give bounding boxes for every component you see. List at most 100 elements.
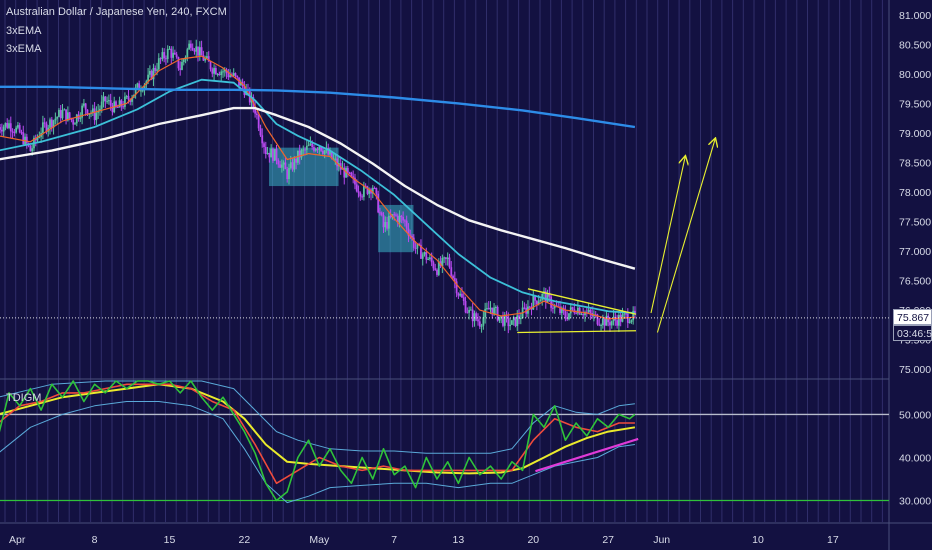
candle-body <box>41 122 44 133</box>
candle-body <box>600 325 602 327</box>
candle-body <box>190 43 192 48</box>
candle-body <box>457 293 460 296</box>
candle-body <box>66 112 69 121</box>
candle-body <box>109 100 112 106</box>
time-axis-tick: Jun <box>653 534 670 546</box>
candle-body <box>423 252 426 255</box>
candle-body <box>618 315 620 326</box>
price-axis-tick: 78.500 <box>899 157 931 169</box>
price-axis-tick: 79.000 <box>899 128 931 140</box>
triangle-bottom <box>517 330 637 334</box>
ema-mid-line <box>0 78 635 314</box>
tdi-axis-tick: 40.000 <box>899 452 931 464</box>
candle-body <box>227 73 230 78</box>
candle-body <box>25 136 28 144</box>
candle-body <box>316 149 319 151</box>
candle-body <box>150 70 153 80</box>
candle-body <box>127 96 130 100</box>
candle-body <box>455 281 458 294</box>
candle-body <box>83 103 85 106</box>
candle-body <box>327 148 330 155</box>
candle-body <box>220 71 223 75</box>
candle-body <box>628 322 631 324</box>
candle-body <box>477 319 479 322</box>
countdown-tag: 03:46:56 <box>893 325 932 341</box>
time-axis-tick: Apr <box>9 534 26 546</box>
time-axis-tick: 27 <box>602 534 614 546</box>
tdi-yellow-line <box>0 383 636 475</box>
candle-body <box>236 75 239 78</box>
candle-body <box>445 257 447 260</box>
candle-body <box>93 108 96 121</box>
candle-body <box>223 69 226 72</box>
candle-body <box>421 254 424 259</box>
candle-body <box>198 47 201 56</box>
candle-body <box>566 317 569 320</box>
candle-body <box>213 67 215 74</box>
candle-body <box>446 257 449 260</box>
candle-body <box>386 221 388 229</box>
candle-body <box>140 90 142 92</box>
candle-body <box>43 122 46 124</box>
candle-body <box>437 261 440 275</box>
candle-body <box>373 187 376 189</box>
candle-body <box>346 167 349 173</box>
candle-body <box>430 257 433 263</box>
candle-body <box>550 296 553 308</box>
oscillator-title: TDIGM <box>6 392 42 404</box>
candle-body <box>122 106 125 108</box>
candle-body <box>425 252 428 260</box>
candle-body <box>72 119 75 125</box>
candle-body <box>120 100 123 107</box>
candle-body <box>507 316 510 327</box>
candle-body <box>193 50 196 52</box>
candle-body <box>389 215 392 218</box>
candle-body <box>293 158 296 170</box>
candle-body <box>284 162 287 170</box>
candle-body <box>311 143 314 148</box>
chart-title: Australian Dollar / Japanese Yen, 240, F… <box>6 6 227 18</box>
candle-body <box>544 291 547 303</box>
ema-fast-line <box>0 55 635 320</box>
candle-body <box>464 301 467 313</box>
candle-body <box>609 322 611 326</box>
candle-body <box>516 315 519 327</box>
candle-body <box>143 84 146 91</box>
tdi-red-line <box>0 383 635 485</box>
candle-body <box>462 297 465 302</box>
candle-body <box>336 158 339 167</box>
candle-body <box>469 309 472 311</box>
candle-body <box>412 237 415 248</box>
candle-body <box>111 105 114 113</box>
candle-body <box>448 257 451 268</box>
candle-body <box>560 307 563 314</box>
candle-body <box>512 317 515 321</box>
candle-body <box>416 243 419 249</box>
candle-body <box>81 105 84 118</box>
candle-body <box>320 146 322 151</box>
candle-body <box>106 101 108 103</box>
candle-body <box>8 123 10 128</box>
candle-body <box>411 236 413 238</box>
candle-body <box>552 307 554 309</box>
candle-body <box>323 150 326 154</box>
candle-body <box>116 106 119 108</box>
candle-body <box>603 318 606 326</box>
candle-body <box>396 215 399 223</box>
candle-body <box>186 49 189 58</box>
candle-body <box>295 158 298 163</box>
candle-body <box>6 122 9 128</box>
candle-body <box>436 269 438 275</box>
candle-body <box>407 228 410 236</box>
candle-body <box>29 145 32 152</box>
candle-body <box>434 268 437 270</box>
candle-body <box>314 149 317 151</box>
candle-body <box>2 126 5 132</box>
candle-body <box>375 188 378 194</box>
candle-body <box>168 48 171 50</box>
candle-body <box>191 47 194 51</box>
candle-body <box>86 109 89 115</box>
price-axis-tick: 75.000 <box>899 364 931 376</box>
projection-arrow <box>656 139 715 333</box>
